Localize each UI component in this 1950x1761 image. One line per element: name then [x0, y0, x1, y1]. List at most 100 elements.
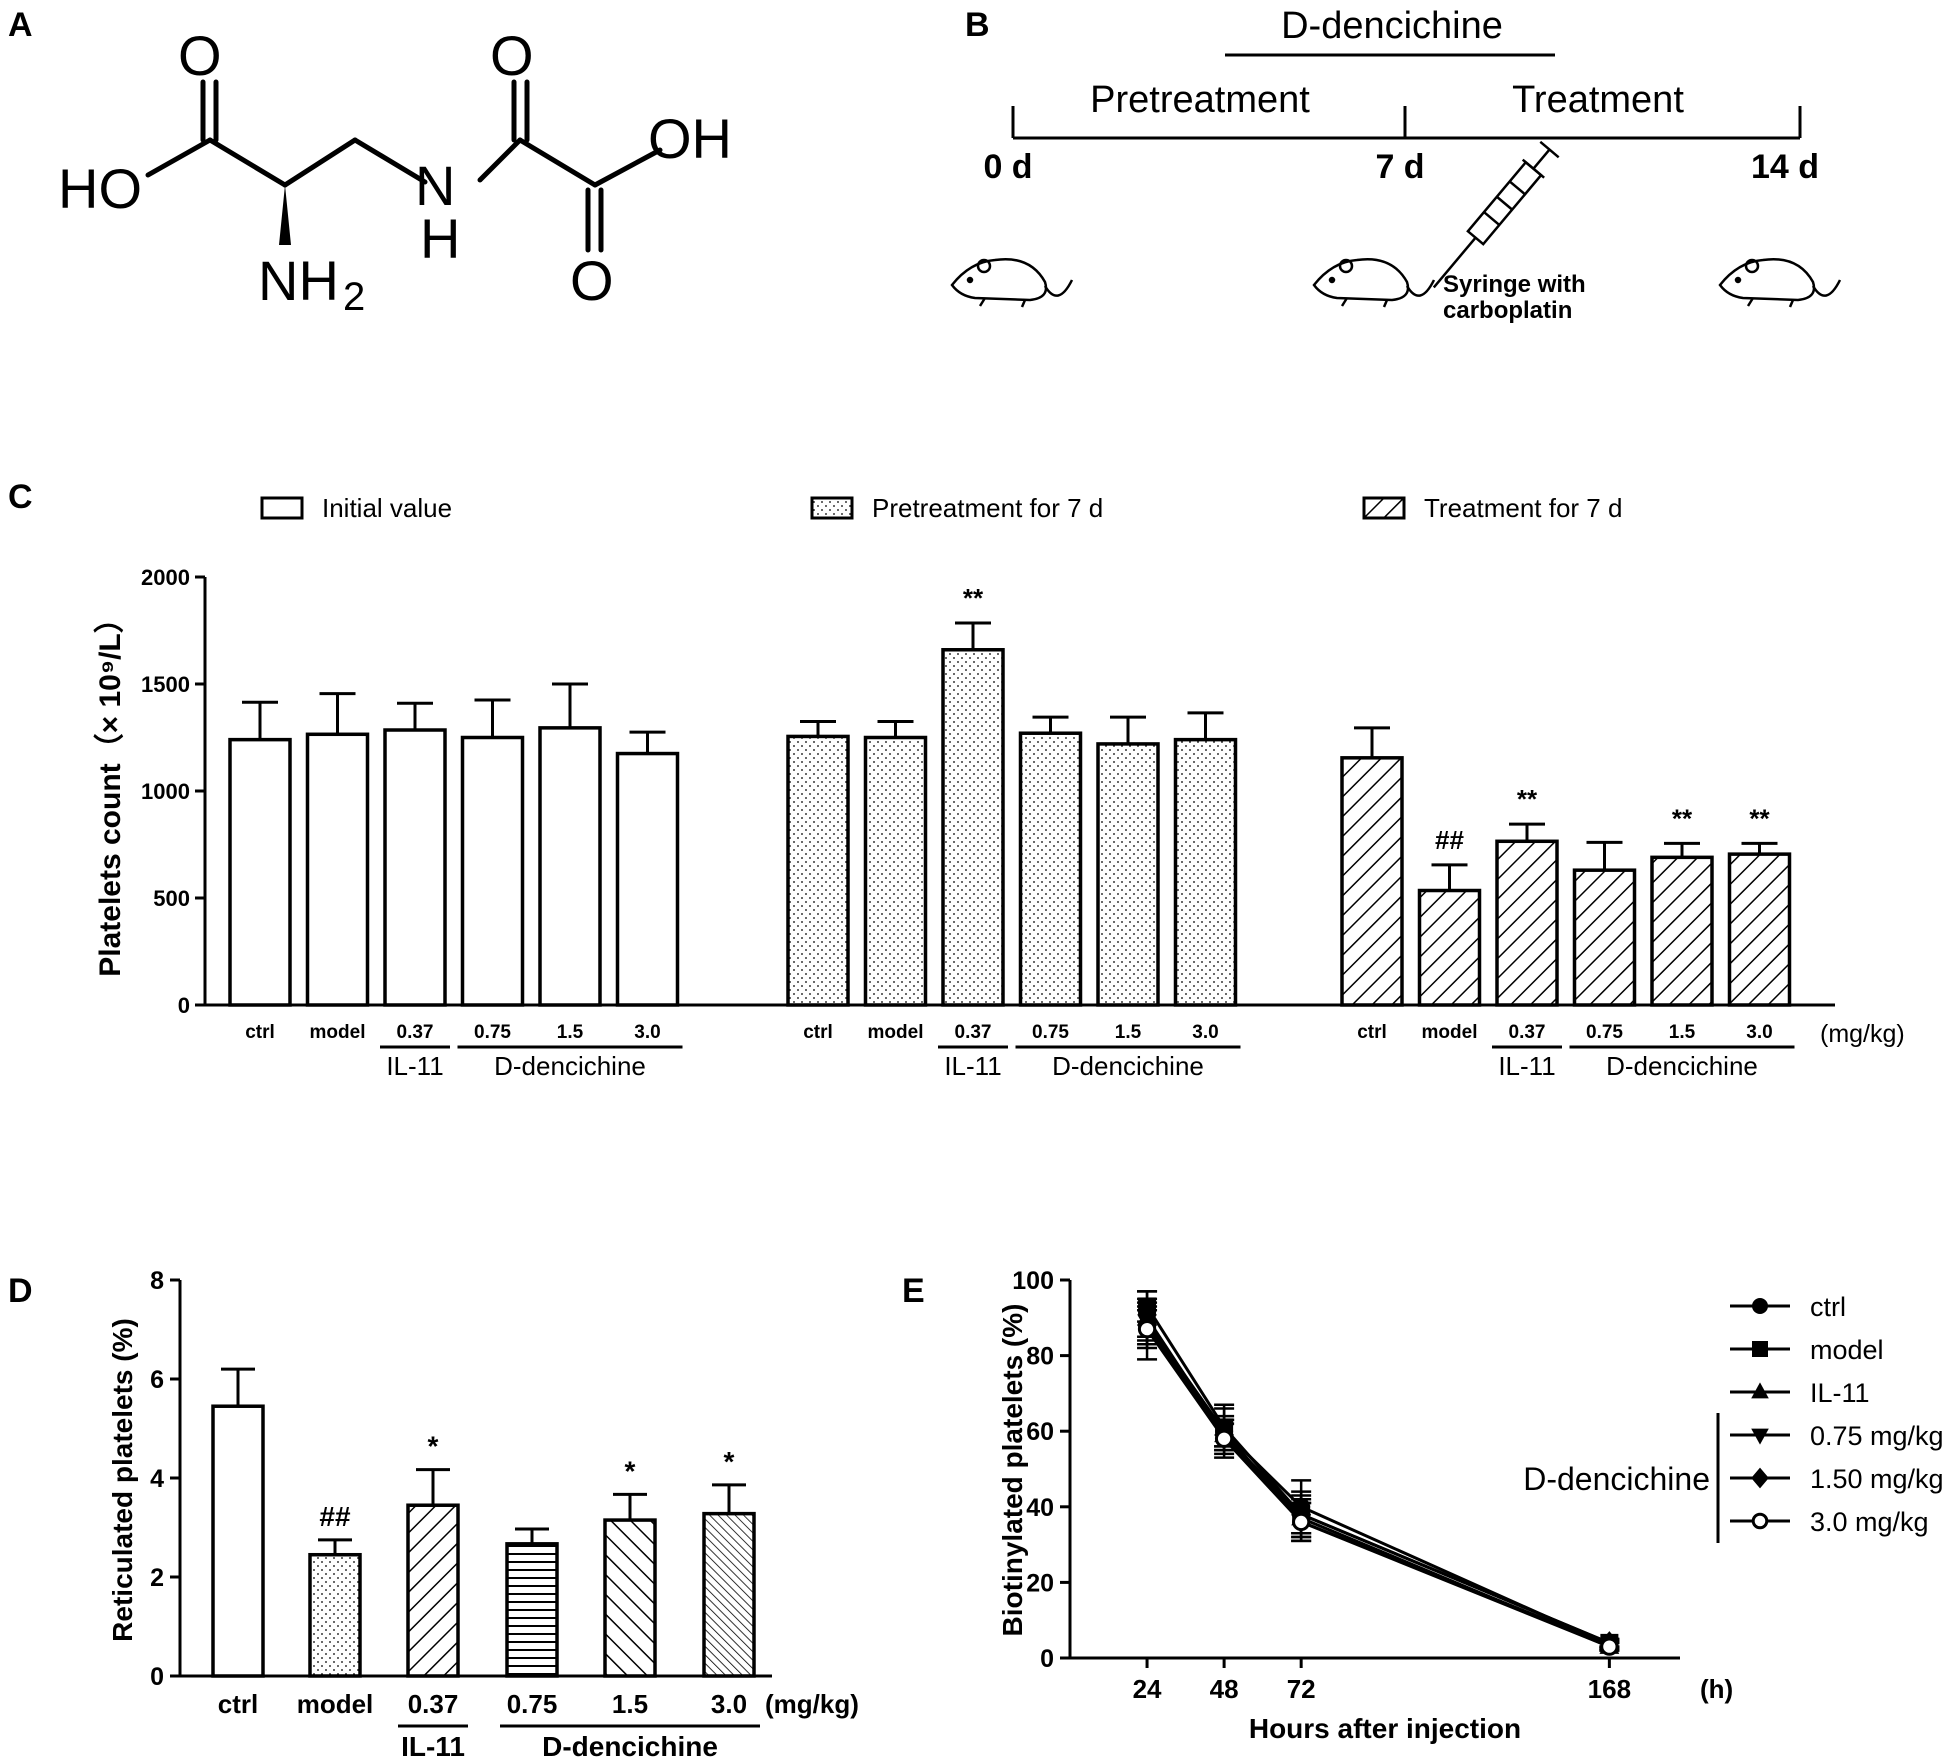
- bar: [615, 751, 680, 1007]
- significance-label: **: [963, 583, 984, 613]
- group-label: D-dencichine: [1606, 1051, 1758, 1081]
- series-line: [1145, 1324, 1610, 1645]
- marker-open-circle: [1600, 1637, 1619, 1656]
- group-label: D-dencichine: [1052, 1051, 1204, 1081]
- timeline: D-dencichine Pretreatment Treatment 0 d …: [950, 5, 1842, 324]
- y-tick-label: 2: [150, 1564, 164, 1592]
- legend-swatch: [1362, 496, 1406, 520]
- category-label: model: [868, 1022, 924, 1043]
- atom-oh: OH: [648, 107, 732, 170]
- mouse-icon: [950, 258, 1074, 308]
- y-tick-label: 2000: [141, 565, 190, 590]
- category-label: 3.0: [634, 1022, 660, 1043]
- category-label: 0.37: [408, 1689, 459, 1719]
- group-label: IL-11: [401, 1731, 465, 1761]
- x-tick-label: 48: [1210, 1674, 1239, 1704]
- group-label: IL-11: [1498, 1051, 1555, 1081]
- significance-label: *: [625, 1455, 636, 1486]
- bond: [477, 137, 523, 183]
- chart-d: 0 2 4 6 8 Reticulated platelets (%) ctrl ## mode…: [107, 1267, 859, 1761]
- y-tick-label: 1000: [141, 779, 190, 804]
- legend-swatch: [260, 496, 304, 520]
- panel-label-e: E: [902, 1272, 925, 1310]
- mouse-icon: [1312, 258, 1436, 308]
- syringe-label: carboplatin: [1443, 297, 1572, 324]
- bond: [282, 137, 358, 188]
- atom-subscript: 2: [343, 275, 365, 319]
- marker-triangle-up: [1751, 1382, 1769, 1399]
- bar: [308, 1552, 362, 1678]
- bar: [505, 1542, 559, 1678]
- legend-group-label: D-dencichine: [1523, 1461, 1710, 1497]
- y-tick-label: 20: [1026, 1569, 1054, 1597]
- bar: [1173, 737, 1238, 1007]
- marker-open-circle: [1751, 1512, 1769, 1530]
- bond: [145, 137, 213, 178]
- atom-n: N: [415, 154, 455, 217]
- bar: [1495, 839, 1559, 1007]
- category-label: ctrl: [218, 1689, 258, 1719]
- category-label: 0.37: [397, 1022, 434, 1043]
- y-axis-label: Platelets count（× 10⁹/L）: [93, 603, 127, 977]
- marker-circle: [1752, 1298, 1768, 1314]
- mouse-icon: [1718, 258, 1842, 308]
- y-tick-label: 1500: [141, 672, 190, 697]
- bar: [383, 728, 447, 1007]
- phase-pretreatment: Pretreatment: [1090, 79, 1310, 121]
- atom-nh2: NH: [258, 249, 339, 312]
- legend-label: 0.75 mg/kg: [1810, 1421, 1944, 1451]
- x-axis-label: Hours after injection: [1249, 1713, 1521, 1744]
- bar: [1018, 731, 1083, 1007]
- group-label: D-dencichine: [494, 1051, 646, 1081]
- y-tick-label: 100: [1012, 1267, 1054, 1295]
- phase-treatment: Treatment: [1512, 79, 1684, 121]
- x-tick-label: 168: [1588, 1674, 1631, 1704]
- marker-square: [1752, 1341, 1768, 1357]
- series-line: [1145, 1328, 1610, 1649]
- syringe-label: Syringe with: [1443, 271, 1586, 298]
- marker-open-circle: [1214, 1429, 1234, 1448]
- legend-label: model: [1810, 1335, 1884, 1365]
- y-axis-label: Reticulated platelets (%): [107, 1318, 138, 1642]
- significance-label: **: [1749, 803, 1770, 833]
- group-label: IL-11: [944, 1051, 1001, 1081]
- marker-diamond: [1751, 1467, 1769, 1489]
- category-label: model: [310, 1022, 366, 1043]
- marker-triangle-down: [1751, 1428, 1769, 1445]
- y-tick-label: 40: [1026, 1494, 1054, 1522]
- bar: [1650, 855, 1714, 1007]
- bar: [941, 648, 1005, 1007]
- significance-label: ##: [319, 1501, 351, 1532]
- atom-h: H: [420, 207, 460, 270]
- bar: [211, 1404, 265, 1678]
- wedge-bond: [279, 185, 291, 245]
- x-unit-label: (h): [1700, 1674, 1733, 1704]
- significance-label: **: [1517, 784, 1538, 814]
- category-label: 0.75: [1586, 1022, 1623, 1043]
- bar: [702, 1511, 756, 1678]
- group-label: D-dencichine: [542, 1731, 718, 1761]
- legend-label: Treatment for 7 d: [1424, 493, 1622, 523]
- bond: [517, 137, 598, 188]
- y-tick-label: 6: [150, 1366, 164, 1394]
- x-tick-label: 24: [1133, 1674, 1162, 1704]
- category-label: model: [1422, 1022, 1478, 1043]
- bond: [592, 147, 663, 188]
- bar: [863, 735, 928, 1007]
- category-label: 0.37: [955, 1022, 992, 1043]
- atom-ho: HO: [58, 157, 142, 220]
- category-label: ctrl: [245, 1022, 275, 1043]
- category-label: 1.5: [557, 1022, 584, 1043]
- x-tick-label: 72: [1287, 1674, 1316, 1704]
- bar: [786, 734, 850, 1007]
- bar: [228, 737, 292, 1007]
- chart-e: 0 20 40 60 80 100 24 48 72 168 (h) Hours after inje…: [997, 1267, 1944, 1744]
- y-tick-label: 8: [150, 1267, 164, 1295]
- bar: [1572, 868, 1637, 1007]
- legend-label: IL-11: [1810, 1378, 1870, 1408]
- chemical-structure: [145, 79, 663, 253]
- bar: [603, 1518, 657, 1678]
- atom-o: O: [178, 24, 222, 87]
- bar: [460, 735, 525, 1007]
- time-14d: 14 d: [1751, 148, 1819, 186]
